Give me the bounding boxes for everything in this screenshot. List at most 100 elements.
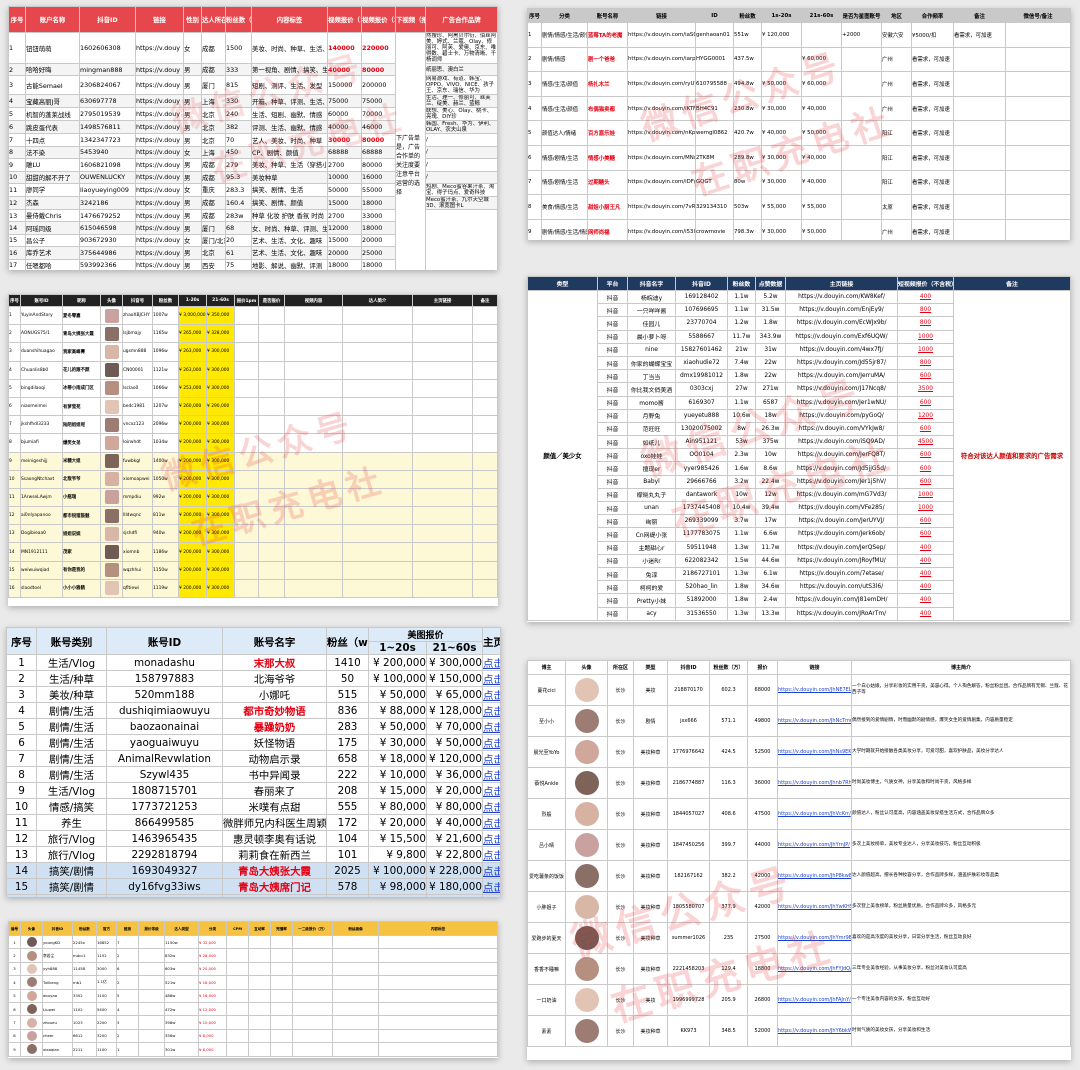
- homepage-link[interactable]: 点击跳转: [483, 658, 500, 670]
- profile-link[interactable]: https://v.douyin.com/Jhnb7Rh/: [777, 767, 852, 799]
- homepage-link[interactable]: 点击跳转: [483, 674, 500, 686]
- cell: 阳江: [881, 120, 912, 146]
- detail-cell: [234, 487, 259, 508]
- header-cell: 昵称: [62, 294, 101, 307]
- profile-link[interactable]: https://v.douyin.com/VFe285/: [785, 500, 898, 516]
- profile-link[interactable]: https://v.douyin.com/7etase/: [785, 566, 898, 582]
- cell: crowmovie: [695, 218, 734, 240]
- cell: [841, 95, 882, 122]
- profile-link[interactable]: https://v.douyin.com/Jd55jr87/: [785, 355, 898, 371]
- cell: 1.1w: [727, 395, 756, 410]
- cell: mb1: [72, 975, 97, 990]
- cell: https://v.douy: [135, 182, 184, 197]
- homepage-link[interactable]: 点击跳转: [483, 834, 500, 846]
- profile-link[interactable]: https://v.douyin.com/MNsNH6/: [627, 144, 696, 171]
- profile-link[interactable]: https://v.douyin.com/JerFQ8T/: [785, 448, 898, 463]
- profile-link[interactable]: https://v.douyin.com/Jd5jjG5d/: [785, 461, 898, 476]
- homepage-link[interactable]: 点击跳转: [483, 690, 500, 702]
- profile-link[interactable]: https://v.douyin.com/7vRm44/: [627, 194, 696, 220]
- profile-link[interactable]: https://v.douyin.com/JerQSep/: [785, 540, 898, 555]
- profile-link[interactable]: https://v.douyin.com/Exf6UQW/: [785, 329, 898, 344]
- cell: 抖音: [597, 289, 628, 305]
- cell: https://v.douy: [135, 120, 184, 135]
- profile-link[interactable]: https://v.douyin.com/JhVcKrr/: [777, 798, 852, 830]
- profile-link[interactable]: https://v.douyin.com/ryUWrkY/: [627, 71, 696, 97]
- profile-link[interactable]: https://v.douyin.com/JhY6bkW/: [777, 1015, 852, 1047]
- header-cell: 分类: [198, 921, 227, 936]
- cell: 抖音: [597, 382, 628, 397]
- profile-link[interactable]: https://v.douyin.com/JerUYVJ/: [785, 514, 898, 529]
- cell: 看需求，可加速: [911, 46, 954, 73]
- cell: 399.7: [709, 829, 748, 861]
- profile-link[interactable]: https://v.douyin.com/JhFAJnY/: [777, 984, 852, 1016]
- profile-link[interactable]: https://v.douyin.com/VYkJw8/: [785, 421, 898, 437]
- homepage-link[interactable]: 点击跳转: [483, 882, 500, 894]
- table-row: 16 库乔艺术 375644986 https://v.douy 男北京 61 艺术、生活、…: [8, 246, 498, 260]
- profile-link[interactable]: https://v.douyin.com/utS3l6/: [785, 580, 898, 595]
- cell: 晨光至YoYo: [527, 736, 566, 768]
- homepage-link[interactable]: 点击跳转: [483, 818, 500, 830]
- profile-link[interactable]: https://v.douyin.com/JRoArTm/: [785, 606, 898, 621]
- profile-link[interactable]: https://v.douyin.com/iDFgpJ8/: [627, 169, 696, 196]
- profile-link[interactable]: https://v.douyin.com/JhNcTmu/: [777, 705, 852, 737]
- profile-link[interactable]: https://v.douyin.com/i53l6WkW/: [627, 218, 696, 240]
- profile-link[interactable]: https://v.douyin.com/iarp0RY/: [627, 46, 696, 73]
- cell: [953, 194, 1006, 220]
- cell: 6169307: [675, 395, 728, 410]
- profile-link[interactable]: https://v.douyin.com/iaSCVPS/: [627, 22, 696, 48]
- header-cell: 互动率: [248, 921, 271, 936]
- cell: ¥ 40,000: [761, 120, 802, 146]
- cell: Dogibieaa0: [20, 524, 63, 544]
- profile-link[interactable]: https://v.douyin.com/iKTNGyK/: [627, 95, 696, 122]
- cell: 12: [8, 506, 21, 526]
- header-cell: 点赞数据: [755, 276, 786, 291]
- detail-cell: [248, 1015, 271, 1030]
- table-row: 晨光至YoYo 长沙 美妆种草 1776976642 424.5 52500 https:/…: [527, 736, 1071, 768]
- profile-link[interactable]: https://v.douyin.com/JhP8kw8/: [777, 860, 852, 892]
- homepage-link[interactable]: 点击跳转: [483, 738, 500, 750]
- cell: 机智的蓬莱战线: [25, 107, 80, 122]
- profile-link[interactable]: https://v.douyin.com/JhYmr9E/: [777, 922, 852, 954]
- homepage-link[interactable]: 点击跳转: [483, 770, 500, 782]
- homepage-link[interactable]: 点击跳转: [483, 850, 500, 862]
- cell: 329134310: [695, 194, 734, 220]
- profile-link[interactable]: https://v.douyin.com/iSQ9AD/: [785, 435, 898, 450]
- table-row: 16偶像/合租MN1912111邻家美男团660¥ 38,000¥ 50,000…: [6, 894, 501, 897]
- profile-link[interactable]: https://v.douyin.com/J17Ncq8/: [785, 382, 898, 397]
- profile-link[interactable]: https://v.douyin.com/EnjEy9/: [785, 303, 898, 318]
- profile-link[interactable]: https://v.douyin.com/JerruMA/: [785, 369, 898, 384]
- detail-cell: [138, 948, 165, 963]
- detail-cell: [270, 934, 293, 950]
- profile-link[interactable]: https://v.douyin.com/JhYwKHS/: [777, 891, 852, 923]
- homepage-link[interactable]: 点击跳转: [483, 722, 500, 734]
- table-row: 15 搞笑/剧情 dy16fvg33iws 青岛大姨席门记 578 ¥ 98,000 ¥ 1…: [6, 878, 501, 895]
- profile-link[interactable]: https://v.douyin.com/4wx7fJ/: [785, 342, 898, 357]
- profile-link[interactable]: https://v.douyin.com/JhNE7EL/: [777, 674, 852, 706]
- profile-link[interactable]: https://v.douyin.com/EcWJx9b/: [785, 316, 898, 331]
- cell: 看需求，可加速: [911, 218, 954, 240]
- homepage-link[interactable]: 点击跳转: [483, 754, 500, 766]
- homepage-link[interactable]: 点击跳转: [483, 802, 500, 814]
- cell: https://v.douy: [135, 221, 184, 235]
- profile-link[interactable]: https://v.douyin.com/JhYrnJP/: [777, 829, 852, 861]
- profile-link[interactable]: https://v.douyin.com/pyGoQ/: [785, 408, 898, 423]
- profile-link[interactable]: https://v.douyin.com/J81emDH/: [785, 593, 898, 608]
- cell: [841, 71, 882, 97]
- cell: 68000: [747, 674, 778, 706]
- profile-link[interactable]: https://v.douyin.com/Jer1wNU/: [785, 395, 898, 410]
- profile-link[interactable]: https://v.douyin.com/nKpV3q/: [627, 120, 696, 146]
- profile-link[interactable]: https://v.douyin.com/JRoyfMU/: [785, 553, 898, 568]
- profile-link[interactable]: https://v.douyin.com/JhFYJdQ/: [777, 953, 852, 985]
- profile-link[interactable]: https://v.douyin.com/Jerk6ob/: [785, 527, 898, 542]
- homepage-link[interactable]: 点击跳转: [483, 786, 500, 798]
- profile-link[interactable]: https://v.douyin.com/Jer1j5hV/: [785, 474, 898, 489]
- profile-link[interactable]: https://v.douyin.com/mG7Vd3/: [785, 487, 898, 503]
- header-cell: 备注: [953, 8, 1006, 23]
- profile-link[interactable]: https://v.douyin.com/JhNs9EK/: [777, 736, 852, 768]
- homepage-link[interactable]: 点击跳转: [483, 866, 500, 878]
- header-cell: 平台: [597, 276, 628, 291]
- homepage-link[interactable]: 点击跳转: [483, 706, 500, 718]
- table-row: 抖音 月野兔 yueyetu888 10.6w 18w https://v.douyin.…: [528, 408, 1071, 423]
- profile-link[interactable]: https://v.douyin.com/KW8Kef/: [785, 289, 898, 305]
- cell: Szywl435: [106, 766, 223, 783]
